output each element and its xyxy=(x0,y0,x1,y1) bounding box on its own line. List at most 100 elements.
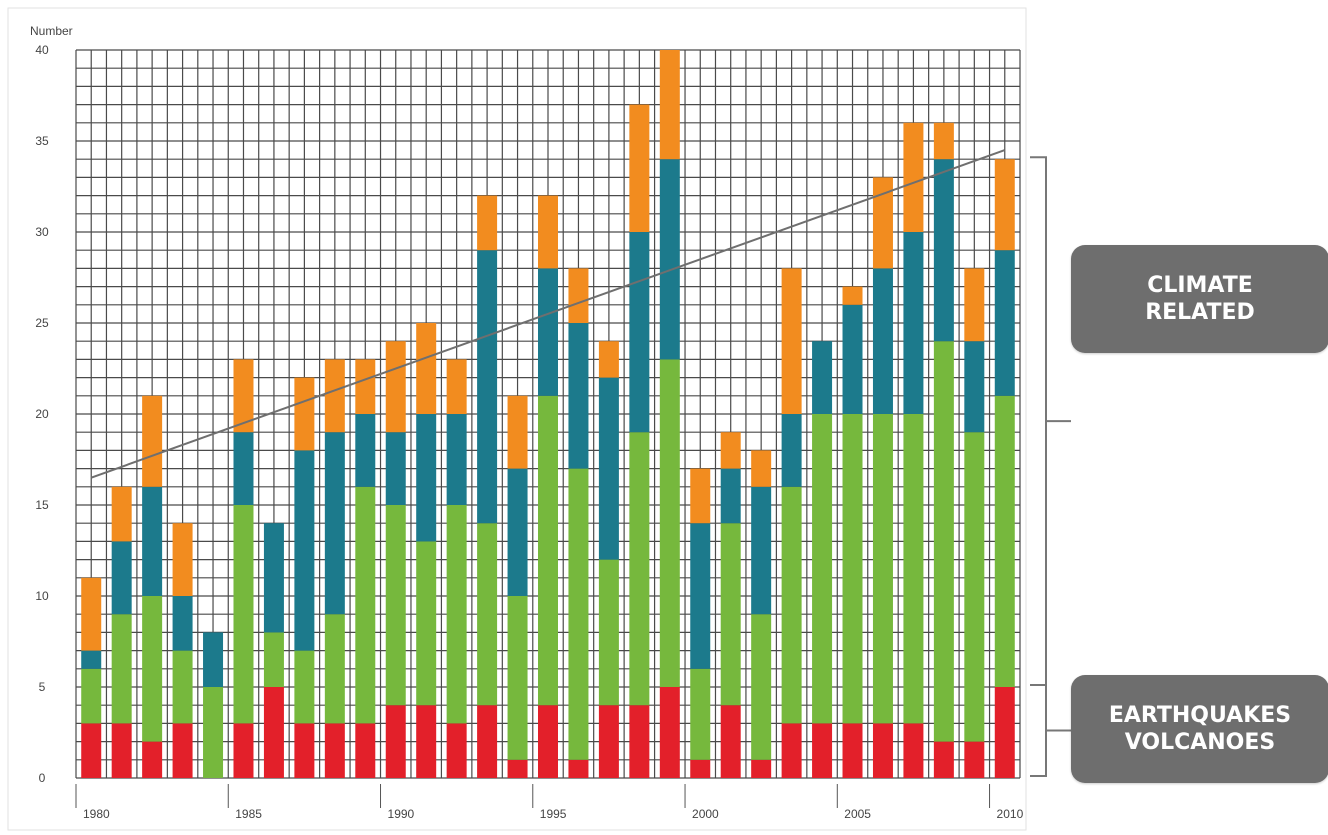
bar-segment xyxy=(172,723,193,778)
bar-segment xyxy=(81,668,102,724)
bar-segment xyxy=(355,723,376,778)
y-tick-label: 15 xyxy=(35,498,49,512)
x-tick-label: 1985 xyxy=(235,807,262,821)
bar-segment xyxy=(263,523,284,633)
geo-callout-line2: VOLCANOES xyxy=(1124,730,1276,755)
bar-segment xyxy=(994,159,1015,251)
bar-segment xyxy=(385,341,406,433)
bar-segment xyxy=(933,122,954,160)
bar-segment xyxy=(446,723,467,778)
bar-segment xyxy=(538,195,558,269)
x-tick-label: 2005 xyxy=(844,807,871,821)
bar-segment xyxy=(142,395,163,487)
bar-segment xyxy=(781,723,802,778)
bar-segment xyxy=(751,614,772,760)
bar-segment xyxy=(142,486,163,596)
bar-segment xyxy=(720,432,741,469)
bar-segment xyxy=(294,377,315,451)
geo-callout-line1: EARTHQUAKES xyxy=(1108,703,1292,728)
y-tick-label: 5 xyxy=(39,680,46,694)
bar-segment xyxy=(659,159,680,360)
bar-segment xyxy=(263,687,284,778)
bar-segment xyxy=(446,505,467,724)
bar-segment xyxy=(233,505,254,724)
bar-segment xyxy=(477,523,498,706)
climate-bracket xyxy=(1030,156,1047,686)
y-tick-label: 20 xyxy=(35,407,49,421)
bar-segment xyxy=(964,341,985,433)
bar-segment xyxy=(294,650,315,724)
bar-segment xyxy=(355,414,376,487)
bar-segment xyxy=(507,468,528,596)
bar-segment xyxy=(690,468,711,524)
y-tick-label: 10 xyxy=(35,589,49,603)
earthquakes-volcanoes-callout: EARTHQUAKES VOLCANOES xyxy=(1071,675,1328,783)
bar-segment xyxy=(203,632,224,687)
bar-segment xyxy=(385,505,406,706)
bar-segment xyxy=(903,122,924,232)
bar-segment xyxy=(903,723,924,778)
bar-segment xyxy=(477,250,498,524)
bar-segment xyxy=(233,432,254,505)
bar-segment xyxy=(416,705,437,778)
bar-segment xyxy=(933,741,954,778)
bar-segment xyxy=(324,359,345,433)
bar-segment xyxy=(507,596,528,760)
bar-segment xyxy=(81,650,102,669)
bar-segment xyxy=(263,632,284,687)
bar-segment xyxy=(629,705,650,778)
bar-segment xyxy=(872,177,893,269)
bar-segment xyxy=(994,687,1015,778)
bar-segment xyxy=(659,687,680,778)
bar-segment xyxy=(324,432,345,615)
bar-segment xyxy=(659,359,680,687)
bar-segment xyxy=(720,705,741,778)
chart-frame xyxy=(7,7,1027,831)
bar-segment xyxy=(842,286,863,305)
bar-segment xyxy=(385,432,406,505)
bar-segment xyxy=(294,723,315,778)
climate-callout-line2: RELATED xyxy=(1145,300,1255,325)
bar-segment xyxy=(812,723,833,778)
geo-bracket xyxy=(1030,684,1047,777)
bar-segment xyxy=(81,723,102,778)
bar-segment xyxy=(294,450,315,651)
bar-segment xyxy=(111,486,132,542)
bar-segment xyxy=(812,341,833,414)
bar-segment xyxy=(111,614,132,724)
bar-segment xyxy=(172,650,193,724)
bar-segment xyxy=(781,414,802,487)
bar-segment xyxy=(416,414,437,542)
bar-segment xyxy=(933,341,954,742)
bar-segment xyxy=(81,577,102,651)
x-tick-label: 1980 xyxy=(83,807,110,821)
bar-segment xyxy=(781,268,802,414)
y-tick-label: 30 xyxy=(35,225,49,239)
bar-segment xyxy=(568,468,589,760)
bar-segment xyxy=(629,232,650,433)
y-tick-label: 35 xyxy=(35,134,49,148)
bar-segment xyxy=(172,523,193,596)
bar-segment xyxy=(598,377,619,560)
bar-segment xyxy=(507,759,528,778)
bar-segment xyxy=(568,759,589,778)
bar-segment xyxy=(690,668,711,760)
bar-segment xyxy=(994,395,1015,687)
bar-segment xyxy=(720,523,741,706)
bar-segment xyxy=(538,705,558,778)
bar-segment xyxy=(872,414,893,724)
bar-segment xyxy=(690,759,711,778)
bar-segment xyxy=(964,268,985,342)
climate-related-callout: CLIMATE RELATED xyxy=(1071,245,1328,353)
bar-segment xyxy=(964,432,985,742)
bar-segment xyxy=(324,723,345,778)
x-tick-label: 2010 xyxy=(997,807,1024,821)
bar-segment xyxy=(812,414,833,724)
bar-segment xyxy=(142,596,163,742)
bar-segment xyxy=(842,304,863,414)
y-tick-label: 25 xyxy=(35,316,49,330)
bar-segment xyxy=(933,159,954,342)
x-tick-label: 2000 xyxy=(692,807,719,821)
bar-segment xyxy=(477,195,498,251)
